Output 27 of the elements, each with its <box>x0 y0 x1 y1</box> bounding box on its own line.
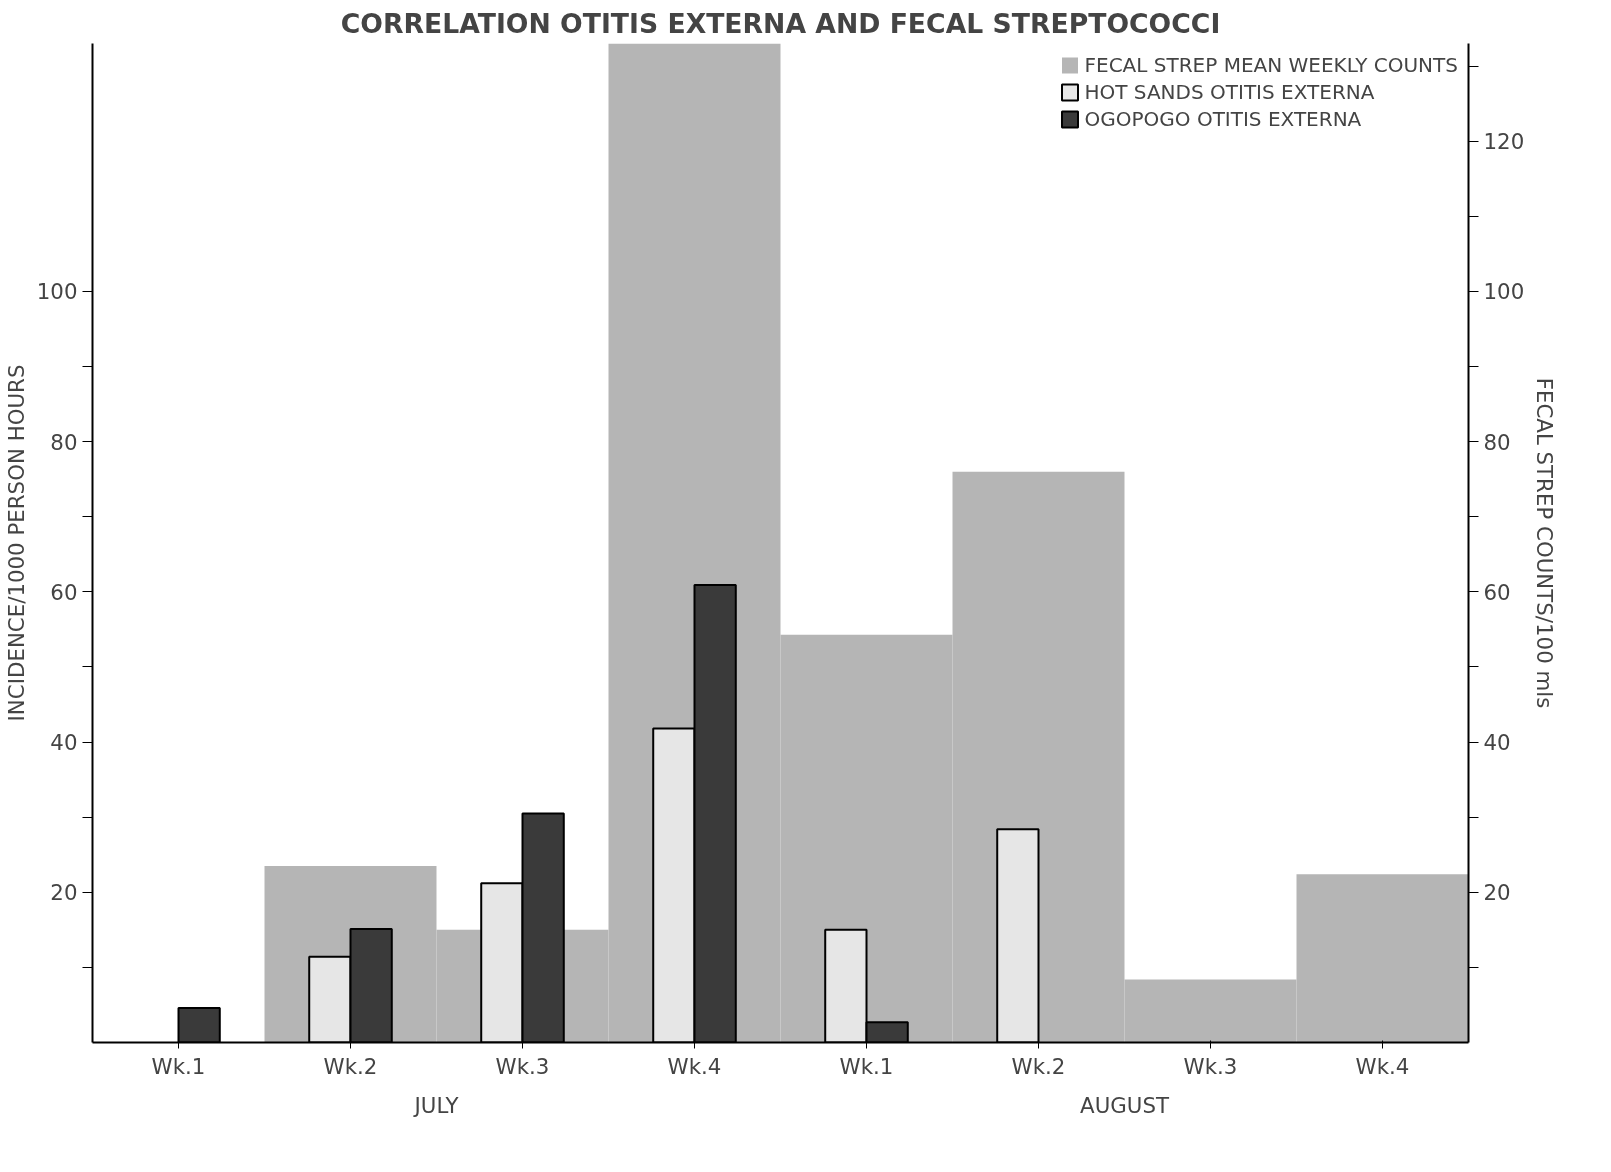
y2-tick-label: 60 <box>1483 579 1511 605</box>
y2-tick-label: 100 <box>1483 279 1525 305</box>
x-tick-label: Wk.2 <box>323 1053 378 1079</box>
x-tick-label: Wk.1 <box>151 1053 206 1079</box>
y-tick-label: 100 <box>36 279 78 305</box>
x-tick-label: Wk.1 <box>839 1053 894 1079</box>
legend-label: OGOPOGO OTITIS EXTERNA <box>1084 107 1362 131</box>
y2-tick-label: 80 <box>1483 429 1511 455</box>
legend-label: HOT SANDS OTITIS EXTERNA <box>1084 80 1375 104</box>
x-tick-label: Wk.3 <box>495 1053 550 1079</box>
y2-tick-label: 120 <box>1483 129 1525 155</box>
y-axis-title: INCIDENCE/1000 PERSON HOURS <box>3 364 29 722</box>
y2-tick-label: 40 <box>1483 730 1511 756</box>
text: AUGUST <box>1080 1092 1170 1118</box>
text: JULY <box>412 1092 460 1118</box>
y2-tick-label: 20 <box>1483 880 1511 906</box>
x-tick-label: Wk.4 <box>1355 1053 1410 1079</box>
x-tick-label: Wk.4 <box>667 1053 722 1079</box>
y-tick-label: 40 <box>50 730 78 756</box>
x-tick-label: Wk.3 <box>1183 1053 1238 1079</box>
y-tick-label: 20 <box>50 880 78 906</box>
x-tick-label: Wk.2 <box>1011 1053 1066 1079</box>
y-tick-label: 80 <box>50 429 78 455</box>
legend-label: FECAL STREP MEAN WEEKLY COUNTS <box>1084 53 1458 77</box>
chart-title: CORRELATION OTITIS EXTERNA AND FECAL STREPTOCOCCI <box>340 7 1221 39</box>
y2-axis-title: FECAL STREP COUNTS/100 mls <box>1532 377 1558 709</box>
y-tick-label: 60 <box>50 579 78 605</box>
